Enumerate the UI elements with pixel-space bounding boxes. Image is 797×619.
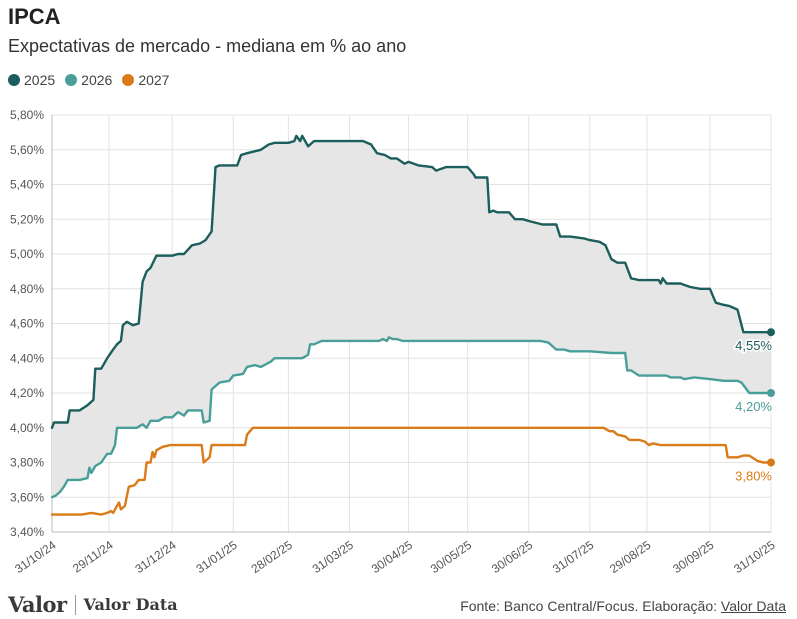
band-2025-2026 <box>52 135 771 498</box>
x-tick-label: 30/04/25 <box>369 538 416 576</box>
source-link[interactable]: Valor Data <box>720 598 786 614</box>
chart-subtitle: Expectativas de mercado - mediana em % a… <box>8 36 407 56</box>
y-tick-label: 3,40% <box>10 525 44 539</box>
x-tick-label: 31/10/24 <box>12 538 59 576</box>
y-tick-label: 4,80% <box>10 282 44 296</box>
valor-data-logo: Valor Data <box>83 595 178 614</box>
y-tick-label: 5,80% <box>10 108 44 122</box>
logo-divider <box>74 594 76 615</box>
legend-item-2026[interactable]: 2026 <box>65 72 112 88</box>
x-tick-label: 31/12/24 <box>132 538 179 576</box>
y-tick-label: 5,20% <box>10 212 44 226</box>
source-text: Fonte: Banco Central/Focus. Elaboração: <box>460 598 717 614</box>
y-tick-label: 4,00% <box>10 421 44 435</box>
x-tick-label: 30/05/25 <box>428 538 475 576</box>
y-tick-label: 5,40% <box>10 178 44 192</box>
legend-dot-2025 <box>8 74 20 86</box>
x-tick-label: 29/11/24 <box>70 538 116 576</box>
x-tick-label: 31/03/25 <box>310 538 357 576</box>
source-note: Fonte: Banco Central/Focus. Elaboração: … <box>460 598 786 614</box>
x-tick-label: 30/06/25 <box>489 538 536 576</box>
series-line-2025 <box>50 134 773 429</box>
y-tick-label: 5,00% <box>10 247 44 261</box>
line-chart: 3,40% 3,60% 3,80% 4,00% 4,20% 4,40% 4,60% 4,80%… <box>10 108 778 576</box>
legend-label-2026: 2026 <box>81 72 113 88</box>
end-label-2027: 3,80% <box>735 469 772 484</box>
footer-logo: Valor Valor Data <box>8 592 178 617</box>
end-label-2025: 4,55% <box>735 338 772 353</box>
legend-dot-2027 <box>122 74 135 86</box>
valor-logo: Valor <box>8 592 67 617</box>
series-line-2026 <box>50 336 773 499</box>
x-tick-label: 31/10/25 <box>731 538 778 576</box>
legend: 2025 2026 2027 <box>8 72 169 88</box>
y-tick-label: 3,80% <box>10 456 44 470</box>
x-tick-label: 29/08/25 <box>607 538 654 576</box>
legend-item-2027[interactable]: 2027 <box>122 72 169 88</box>
end-point-2025 <box>767 328 775 337</box>
y-tick-label: 4,60% <box>10 317 44 331</box>
legend-dot-2026 <box>65 74 78 86</box>
legend-label-2025: 2025 <box>24 72 56 88</box>
legend-label-2027: 2027 <box>138 72 170 88</box>
legend-item-2025[interactable]: 2025 <box>8 72 55 88</box>
x-tick-label: 28/02/25 <box>249 538 296 576</box>
y-tick-label: 4,40% <box>10 351 44 365</box>
x-tick-label: 31/07/25 <box>550 538 597 576</box>
end-label-2026: 4,20% <box>735 399 772 414</box>
y-tick-label: 4,20% <box>10 386 44 400</box>
x-tick-label: 30/09/25 <box>670 538 717 576</box>
chart-title: IPCA <box>8 4 61 29</box>
y-tick-label: 5,60% <box>10 143 44 157</box>
end-point-2027 <box>767 458 775 467</box>
y-tick-label: 3,60% <box>10 490 44 504</box>
end-point-2026 <box>767 389 775 397</box>
series-line-2027 <box>50 426 773 516</box>
x-tick-label: 31/01/25 <box>193 538 240 576</box>
